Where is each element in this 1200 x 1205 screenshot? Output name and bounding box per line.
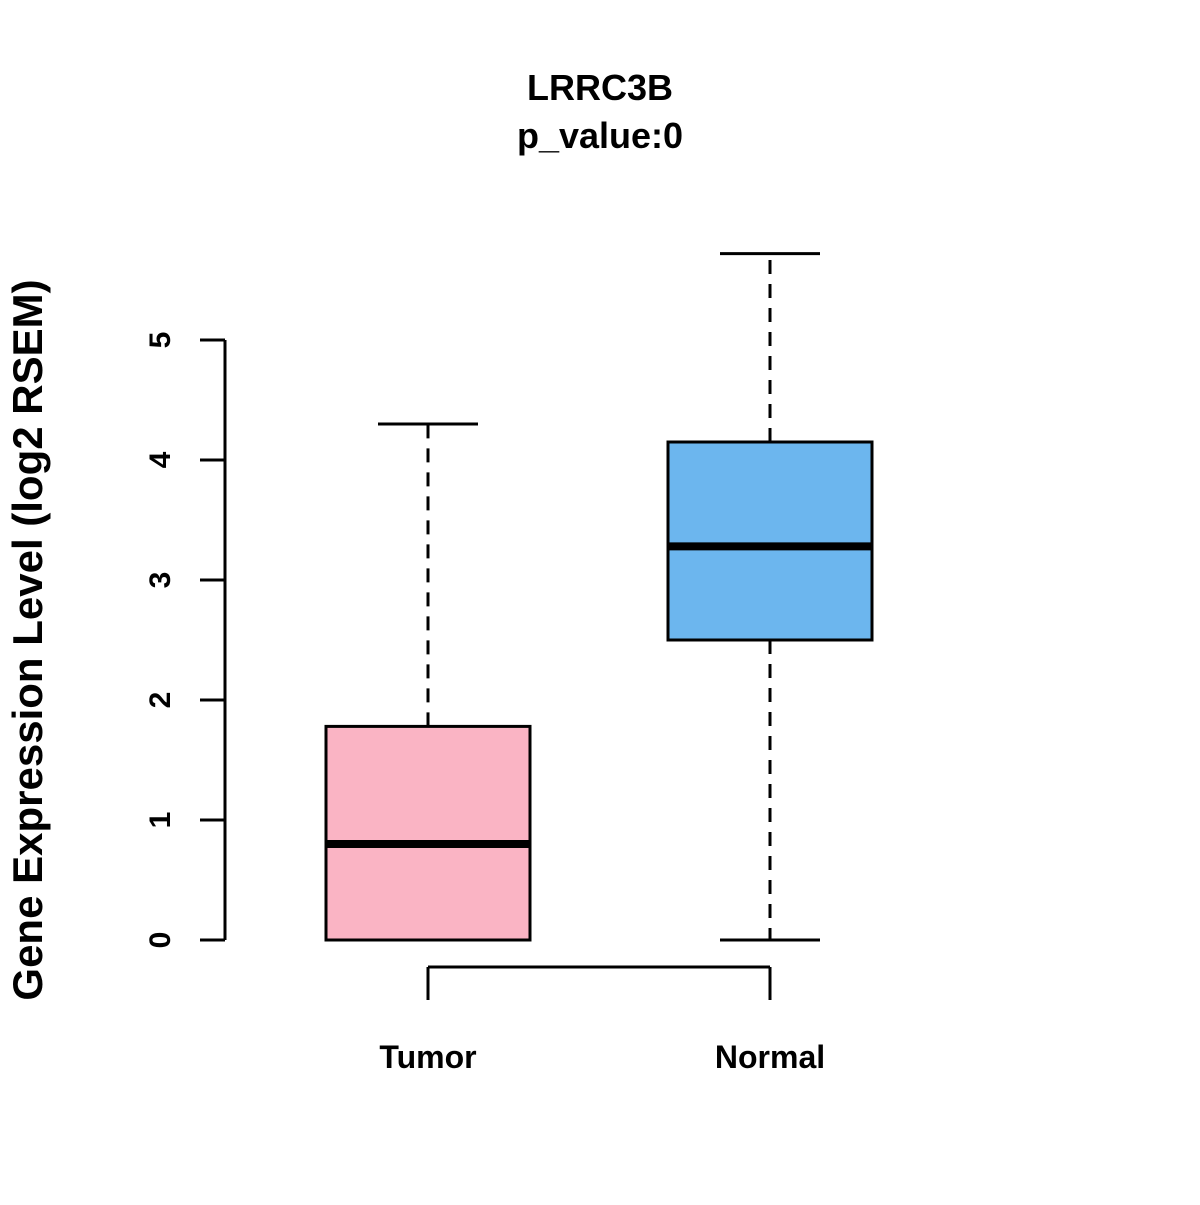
chart-subtitle: p_value:0: [517, 115, 683, 156]
group-label-normal: Normal: [715, 1039, 825, 1075]
box-tumor: [324, 724, 532, 942]
y-tick-label: 4: [144, 451, 177, 468]
y-tick-label: 5: [144, 332, 177, 349]
y-tick-label: 2: [144, 692, 177, 709]
boxes: [324, 252, 874, 942]
y-tick-label: 1: [144, 812, 177, 829]
y-axis: 0 1 2 3 4 5: [144, 332, 227, 949]
chart-title: LRRC3B: [527, 67, 673, 108]
group-label-tumor: Tumor: [379, 1039, 476, 1075]
box-normal: [666, 440, 874, 642]
x-labels: Tumor Normal: [379, 1039, 825, 1075]
x-axis: [426, 965, 772, 1000]
y-axis-label: Gene Expression Level (log2 RSEM): [4, 279, 51, 1000]
y-tick-label: 0: [144, 932, 177, 949]
y-tick-label: 3: [144, 572, 177, 589]
